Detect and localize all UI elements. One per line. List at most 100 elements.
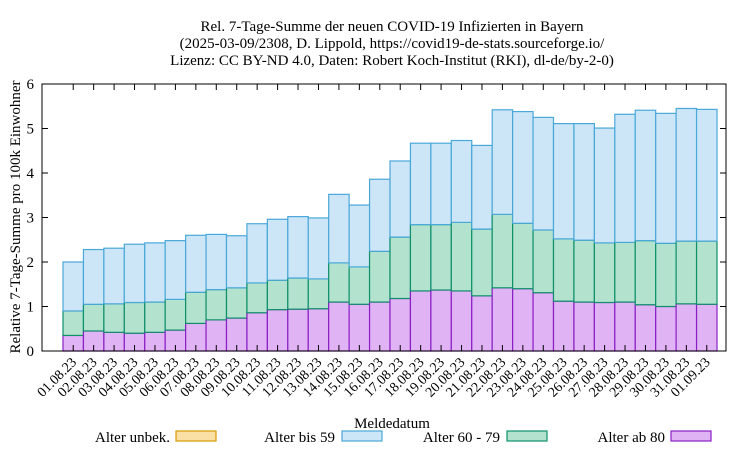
bar-segment bbox=[655, 112, 677, 244]
bar-segment bbox=[246, 282, 268, 314]
bar-segment bbox=[471, 228, 493, 297]
bar-segment bbox=[62, 310, 85, 337]
bar-segment bbox=[144, 301, 166, 333]
bar-segment bbox=[512, 110, 534, 224]
title-line-1: Rel. 7-Tage-Summe der neuen COVID-19 Inf… bbox=[201, 19, 584, 35]
bar-segment bbox=[532, 229, 555, 294]
bar-segment bbox=[614, 301, 636, 352]
bar-segment bbox=[185, 291, 207, 325]
legend-swatch bbox=[670, 430, 712, 442]
bar-segment bbox=[389, 297, 412, 352]
chart-title: Rel. 7-Tage-Summe der neuen COVID-19 Inf… bbox=[170, 19, 614, 69]
bar-segment bbox=[430, 142, 452, 226]
bar-segment bbox=[430, 289, 452, 352]
y-tick-label: 0 bbox=[27, 344, 35, 360]
bar-segment bbox=[62, 261, 85, 312]
y-tick-label: 4 bbox=[27, 166, 35, 182]
bar-segment bbox=[348, 266, 371, 305]
bar-segment bbox=[307, 217, 330, 280]
bar-segment bbox=[389, 160, 412, 238]
title-line-3: Lizenz: CC BY-ND 4.0, Daten: Robert Koch… bbox=[170, 53, 614, 69]
bar-segment bbox=[164, 240, 187, 300]
bars bbox=[62, 107, 718, 352]
x-axis: 01.08.2302.08.2303.08.2304.08.2305.08.23… bbox=[35, 84, 714, 400]
title-line-2: (2025-03-09/2308, D. Lippold, https://co… bbox=[180, 36, 605, 52]
bar-segment bbox=[287, 277, 309, 310]
legend-swatch bbox=[341, 430, 383, 442]
bar-segment bbox=[491, 213, 514, 289]
bar-segment bbox=[225, 287, 248, 319]
bar-segment bbox=[675, 240, 698, 305]
bar-segment bbox=[695, 303, 718, 352]
bar-segment bbox=[328, 193, 350, 264]
bar-segment bbox=[328, 262, 350, 303]
y-axis-label: Relative 7-Tage-Summe pro 100k Einwohner bbox=[8, 80, 24, 353]
bar-segment bbox=[409, 224, 432, 292]
bar-segment bbox=[655, 242, 677, 308]
bar-segment bbox=[552, 300, 575, 352]
bar-segment bbox=[675, 303, 698, 352]
bar-segment bbox=[430, 224, 452, 291]
bar-segment bbox=[512, 222, 534, 290]
bar-segment bbox=[389, 236, 412, 300]
bar-segment bbox=[205, 233, 228, 291]
bar-segment bbox=[144, 242, 166, 303]
bar-segment bbox=[287, 308, 309, 352]
bar-segment bbox=[409, 290, 432, 352]
bar-segment bbox=[573, 301, 595, 352]
bar-segment bbox=[123, 243, 146, 304]
bar-segment bbox=[593, 301, 616, 352]
bar-segment bbox=[348, 204, 371, 268]
legend-label: Alter 60 - 79 bbox=[423, 430, 500, 446]
y-axis: 0 1 2 3 4 5 6 bbox=[27, 77, 726, 360]
bar-segment bbox=[634, 240, 657, 306]
bar-segment bbox=[103, 303, 125, 333]
bar-segment bbox=[103, 247, 125, 305]
bar-segment bbox=[695, 240, 718, 305]
bar-segment bbox=[532, 292, 555, 352]
legend-swatch bbox=[175, 430, 217, 442]
bar-segment bbox=[614, 241, 636, 303]
bar-segment bbox=[471, 295, 493, 352]
bar-segment bbox=[552, 238, 575, 302]
y-tick-label: 2 bbox=[27, 255, 35, 271]
bar-segment bbox=[266, 279, 289, 311]
y-tick-label: 1 bbox=[27, 300, 35, 316]
bar-segment bbox=[695, 108, 718, 242]
bar-segment bbox=[185, 234, 207, 293]
bar-segment bbox=[491, 109, 514, 215]
bar-segment bbox=[287, 216, 309, 279]
bar-segment bbox=[82, 303, 105, 332]
bar-segment bbox=[450, 290, 473, 352]
bar-segment bbox=[512, 288, 534, 352]
y-tick-label: 3 bbox=[27, 211, 35, 227]
bar-segment bbox=[552, 123, 575, 240]
bar-segment bbox=[307, 278, 330, 310]
y-tick-label: 5 bbox=[27, 122, 35, 138]
bar-segment bbox=[573, 239, 595, 303]
bar-segment bbox=[655, 305, 677, 352]
bar-segment bbox=[164, 298, 187, 331]
legend-swatch bbox=[506, 430, 548, 442]
bar-segment bbox=[593, 242, 616, 304]
bar-segment bbox=[634, 109, 657, 242]
bar-segment bbox=[225, 235, 248, 289]
bar-segment bbox=[450, 221, 473, 292]
bar-segment bbox=[123, 301, 146, 334]
bar-segment bbox=[491, 287, 514, 352]
bar-segment bbox=[634, 304, 657, 352]
bar-segment bbox=[328, 301, 350, 352]
bar-segment bbox=[266, 218, 289, 281]
bar-segment bbox=[266, 309, 289, 352]
bar-segment bbox=[675, 107, 698, 242]
bar-segment bbox=[307, 308, 330, 352]
legend-label: Alter unbek. bbox=[95, 430, 170, 446]
bar-segment bbox=[246, 223, 268, 284]
bar-segment bbox=[573, 122, 595, 241]
bar-segment bbox=[614, 113, 636, 244]
bar-segment bbox=[450, 139, 473, 223]
bar-segment bbox=[348, 303, 371, 352]
bar-segment bbox=[409, 142, 432, 226]
y-tick-label: 6 bbox=[27, 77, 35, 93]
